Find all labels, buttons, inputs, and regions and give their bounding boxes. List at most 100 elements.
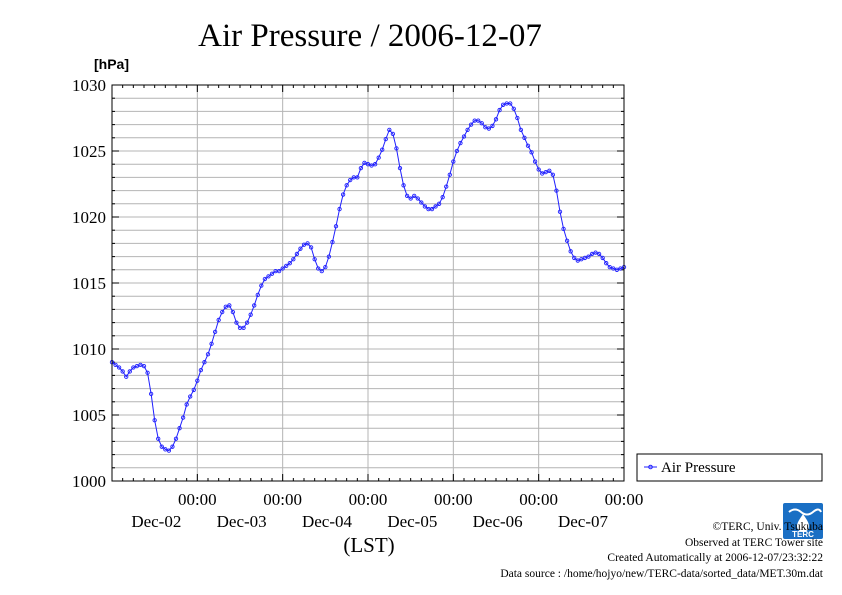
x-tick-date-label: Dec-06: [473, 512, 523, 531]
x-tick-time-label: 00:00: [178, 490, 217, 509]
data-point: [522, 135, 527, 140]
data-point: [564, 238, 570, 243]
x-tick-date-label: Dec-02: [131, 512, 181, 531]
logo-text: TERC: [792, 530, 814, 539]
data-point: [440, 195, 445, 200]
data-point: [572, 255, 577, 261]
data-point: [184, 402, 189, 407]
data-point: [266, 274, 271, 279]
data-point: [220, 309, 225, 315]
data-point: [340, 192, 346, 197]
data-point: [355, 175, 360, 180]
data-point: [543, 169, 548, 175]
data-point: [408, 196, 413, 201]
data-point: [319, 268, 324, 274]
data-point: [568, 249, 573, 254]
data-point: [614, 267, 620, 272]
x-tick-time-label: 00:00: [263, 490, 302, 509]
y-tick-label: 1000: [72, 472, 106, 491]
x-axis-label: (LST): [343, 533, 394, 557]
data-point: [479, 121, 484, 126]
data-point: [383, 136, 388, 142]
legend-box: [636, 453, 823, 482]
data-point: [227, 303, 232, 308]
data-point: [554, 188, 559, 193]
data-point: [131, 365, 136, 370]
data-point: [394, 146, 399, 151]
terc-logo-icon: TERC: [783, 503, 823, 539]
data-point: [433, 204, 438, 209]
data-point: [596, 251, 602, 257]
data-point: [525, 143, 531, 148]
data-point: [557, 209, 563, 214]
data-point: [451, 159, 456, 164]
data-point: [323, 265, 328, 270]
data-point: [607, 265, 612, 270]
data-point: [248, 312, 253, 317]
data-point: [255, 292, 260, 298]
data-point: [244, 320, 250, 325]
data-point: [586, 254, 591, 259]
data-point: [348, 177, 353, 183]
data-point: [152, 418, 157, 423]
data-point: [486, 126, 492, 131]
data-point: [191, 387, 196, 393]
x-tick-date-label: Dec-03: [217, 512, 267, 531]
x-tick-time-label: 00:00: [349, 490, 388, 509]
x-tick-date-label: Dec-05: [387, 512, 437, 531]
data-point: [611, 266, 616, 271]
data-point: [532, 159, 538, 164]
data-point: [198, 367, 204, 373]
x-tick-time-label: 00:00: [605, 490, 644, 509]
data-point: [124, 374, 129, 379]
y-tick-label: 1015: [72, 274, 106, 293]
data-point: [397, 166, 403, 171]
data-point: [326, 254, 332, 259]
chart-title: Air Pressure / 2006-12-07: [198, 18, 542, 54]
data-point: [280, 266, 285, 271]
data-point: [262, 276, 268, 282]
data-point: [401, 183, 406, 188]
data-point: [287, 261, 292, 266]
data-point: [483, 125, 488, 130]
data-point: [294, 251, 300, 257]
data-point: [582, 255, 588, 261]
data-point: [134, 364, 140, 369]
data-point: [337, 206, 342, 212]
data-point: [540, 171, 545, 176]
series-layer: [109, 101, 627, 453]
copyright-text: ©TERC, Univ. Tsukuba: [712, 521, 823, 533]
data-point: [113, 362, 118, 367]
y-axis: 1000 1005 1010 1015 1020 1025 1030: [72, 76, 624, 491]
data-point: [575, 258, 580, 263]
data-point: [362, 160, 367, 166]
data-point: [372, 162, 378, 167]
data-point: [177, 426, 182, 431]
data-point: [497, 107, 502, 113]
data-point: [436, 201, 442, 206]
data-point: [447, 172, 452, 177]
series-line: [111, 102, 625, 452]
legend-marker-icon: [648, 464, 653, 470]
y-tick-label: 1010: [72, 340, 106, 359]
data-point: [604, 261, 609, 266]
data-point: [269, 271, 275, 276]
data-point: [138, 362, 143, 367]
created-timestamp-text: Created Automatically at 2006-12-07/23:3…: [607, 552, 823, 564]
data-source-text: Data source : /home/hojyo/new/TERC-data/…: [500, 567, 823, 580]
data-point: [259, 283, 264, 288]
data-point: [188, 394, 193, 399]
data-point: [344, 183, 349, 188]
data-point: [380, 147, 385, 152]
data-point: [148, 391, 154, 397]
data-point: [291, 257, 296, 262]
data-point: [589, 251, 595, 257]
data-point: [159, 444, 164, 449]
data-point: [429, 206, 435, 212]
data-point: [518, 127, 524, 133]
data-point: [166, 448, 172, 453]
y-tick-label: 1025: [72, 142, 106, 161]
data-point: [180, 415, 186, 420]
y-tick-label: 1030: [72, 76, 106, 95]
